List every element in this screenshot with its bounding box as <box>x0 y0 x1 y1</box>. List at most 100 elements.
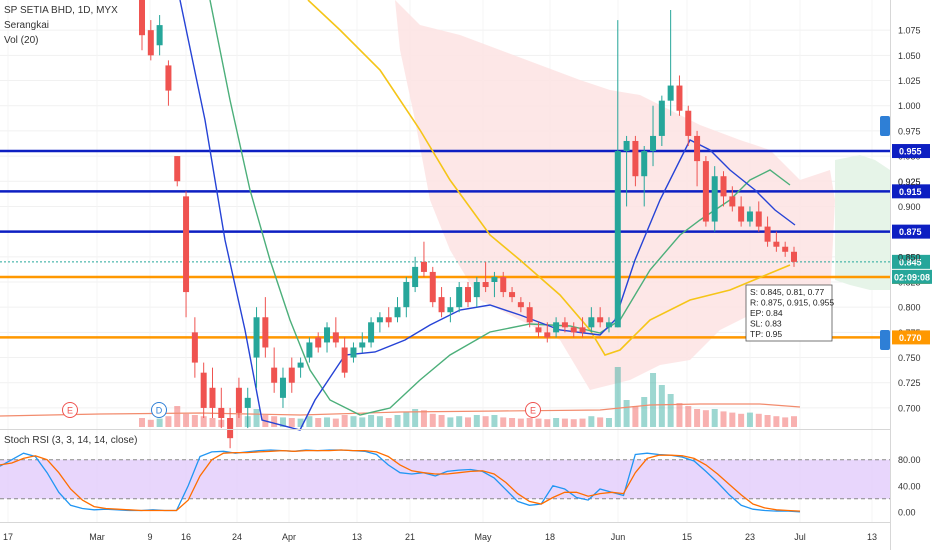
time-tick: 13 <box>352 532 362 542</box>
candle-body <box>429 271 436 303</box>
volume-bar <box>482 416 489 427</box>
candle <box>456 282 463 313</box>
candle-body <box>156 25 163 46</box>
price-tick: 0.850 <box>898 252 921 262</box>
time-tick: 23 <box>745 532 755 542</box>
volume-bar <box>561 418 568 427</box>
candle-body <box>438 297 445 313</box>
candle <box>359 332 366 353</box>
alert-marker <box>880 330 890 350</box>
candle-body <box>262 317 269 348</box>
candle-body <box>200 372 207 408</box>
candle-body <box>279 377 286 398</box>
candle-body <box>209 387 216 408</box>
candle-body <box>517 302 524 308</box>
volume-bar <box>447 417 454 427</box>
time-tick: 24 <box>232 532 242 542</box>
candle-body <box>791 251 797 262</box>
candle-body <box>368 322 375 343</box>
stoch-legend[interactable]: Stoch RSI (3, 3, 14, 14, close) <box>4 435 137 446</box>
candle-body <box>165 65 172 91</box>
volume-bar <box>694 409 701 427</box>
time-tick: 15 <box>682 532 692 542</box>
candle <box>561 317 568 333</box>
candle <box>641 146 648 207</box>
candle-body <box>288 367 295 383</box>
symbol-title[interactable]: SP SETIA BHD, 1D, MYX <box>4 5 118 16</box>
ma-blue-line <box>179 0 796 431</box>
candle <box>614 20 621 328</box>
volume-bar <box>253 409 260 427</box>
volume-bar <box>147 419 154 427</box>
volume-bar <box>650 373 657 427</box>
candle-body <box>350 347 357 358</box>
candle <box>676 75 683 116</box>
candle <box>755 201 762 232</box>
candle <box>694 130 701 187</box>
candle-body <box>702 161 709 222</box>
candle-body <box>218 407 225 418</box>
time-axis-labels[interactable]: 17 Mar 9 16 24 Apr 13 21 May 18 Jun 15 23 Jul 13 <box>3 532 877 542</box>
volume-bar <box>711 409 718 427</box>
current-price-text: 0.845 <box>899 257 922 267</box>
level-tag-text: 0.875 <box>899 227 922 237</box>
volume-bar <box>420 410 427 427</box>
candle <box>623 135 630 207</box>
price-tick: 1.025 <box>898 76 921 86</box>
candle-body <box>447 307 454 313</box>
volume-legend[interactable]: Vol (20) <box>4 35 38 46</box>
stoch-band <box>0 459 890 499</box>
candle-body <box>306 342 313 358</box>
volume-bar <box>429 413 436 427</box>
candle <box>403 276 410 318</box>
volume-bar <box>324 417 331 427</box>
entry-text: EP: 0.84 <box>750 308 783 318</box>
time-tick: 9 <box>147 532 152 542</box>
candle-body <box>782 246 789 252</box>
candle-body <box>324 327 331 343</box>
candle-body <box>456 287 463 308</box>
candle-body <box>641 151 648 177</box>
takeprofit-text: TP: 0.95 <box>750 329 782 339</box>
candle-body <box>403 282 410 308</box>
candle <box>544 322 551 343</box>
volume-bar <box>588 416 595 427</box>
candle <box>685 105 692 146</box>
candle <box>729 186 736 212</box>
candle <box>156 15 163 56</box>
candle <box>271 347 278 393</box>
candle <box>482 261 489 293</box>
time-tick: Jun <box>611 532 626 542</box>
volume-bar <box>359 417 366 427</box>
candle-body <box>544 332 551 338</box>
ma-green-line <box>209 0 791 416</box>
volume-bar <box>368 415 375 427</box>
volume-bar <box>702 410 709 427</box>
candle-body <box>553 322 560 333</box>
volume-bar <box>755 413 762 427</box>
ichimoku-legend[interactable]: Serangkai <box>4 20 49 31</box>
candle <box>139 0 145 51</box>
support-text: S: 0.845, 0.81, 0.77 <box>750 287 824 297</box>
volume-bar <box>456 416 463 427</box>
candle <box>491 271 498 298</box>
volume-bar <box>191 415 198 427</box>
candle <box>315 332 322 353</box>
volume-bar <box>667 394 674 427</box>
candle <box>597 307 604 328</box>
candle <box>579 317 586 338</box>
candle <box>306 337 313 363</box>
alert-marker <box>880 116 890 136</box>
volume-bar <box>623 400 630 427</box>
price-tick: 0.925 <box>898 177 921 187</box>
candle-body <box>376 317 383 323</box>
candle-body <box>561 322 568 328</box>
price-tick: 0.725 <box>898 378 921 388</box>
volume-bar <box>156 418 163 427</box>
volume-bar <box>570 419 577 427</box>
candle <box>235 377 242 418</box>
volume-bar <box>412 409 419 427</box>
price-tick: 0.800 <box>898 303 921 313</box>
countdown-text: 02:09:08 <box>894 272 930 282</box>
time-tick: 13 <box>867 532 877 542</box>
